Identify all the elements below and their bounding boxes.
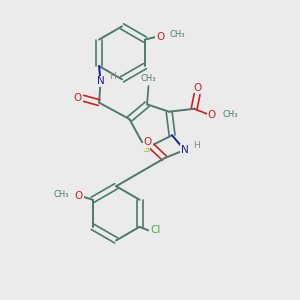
Text: O: O bbox=[208, 110, 216, 120]
Text: N: N bbox=[181, 145, 188, 155]
Text: O: O bbox=[74, 93, 82, 103]
Text: O: O bbox=[143, 137, 152, 147]
Text: CH₃: CH₃ bbox=[223, 110, 238, 118]
Text: H: H bbox=[193, 141, 200, 150]
Text: O: O bbox=[194, 82, 202, 93]
Text: S: S bbox=[142, 143, 149, 154]
Text: O: O bbox=[156, 32, 164, 42]
Text: Cl: Cl bbox=[150, 225, 160, 236]
Text: CH₃: CH₃ bbox=[169, 30, 184, 39]
Text: O: O bbox=[74, 191, 83, 201]
Text: H: H bbox=[109, 72, 116, 81]
Text: N: N bbox=[97, 76, 104, 86]
Text: CH₃: CH₃ bbox=[54, 190, 69, 199]
Text: CH₃: CH₃ bbox=[141, 74, 156, 83]
